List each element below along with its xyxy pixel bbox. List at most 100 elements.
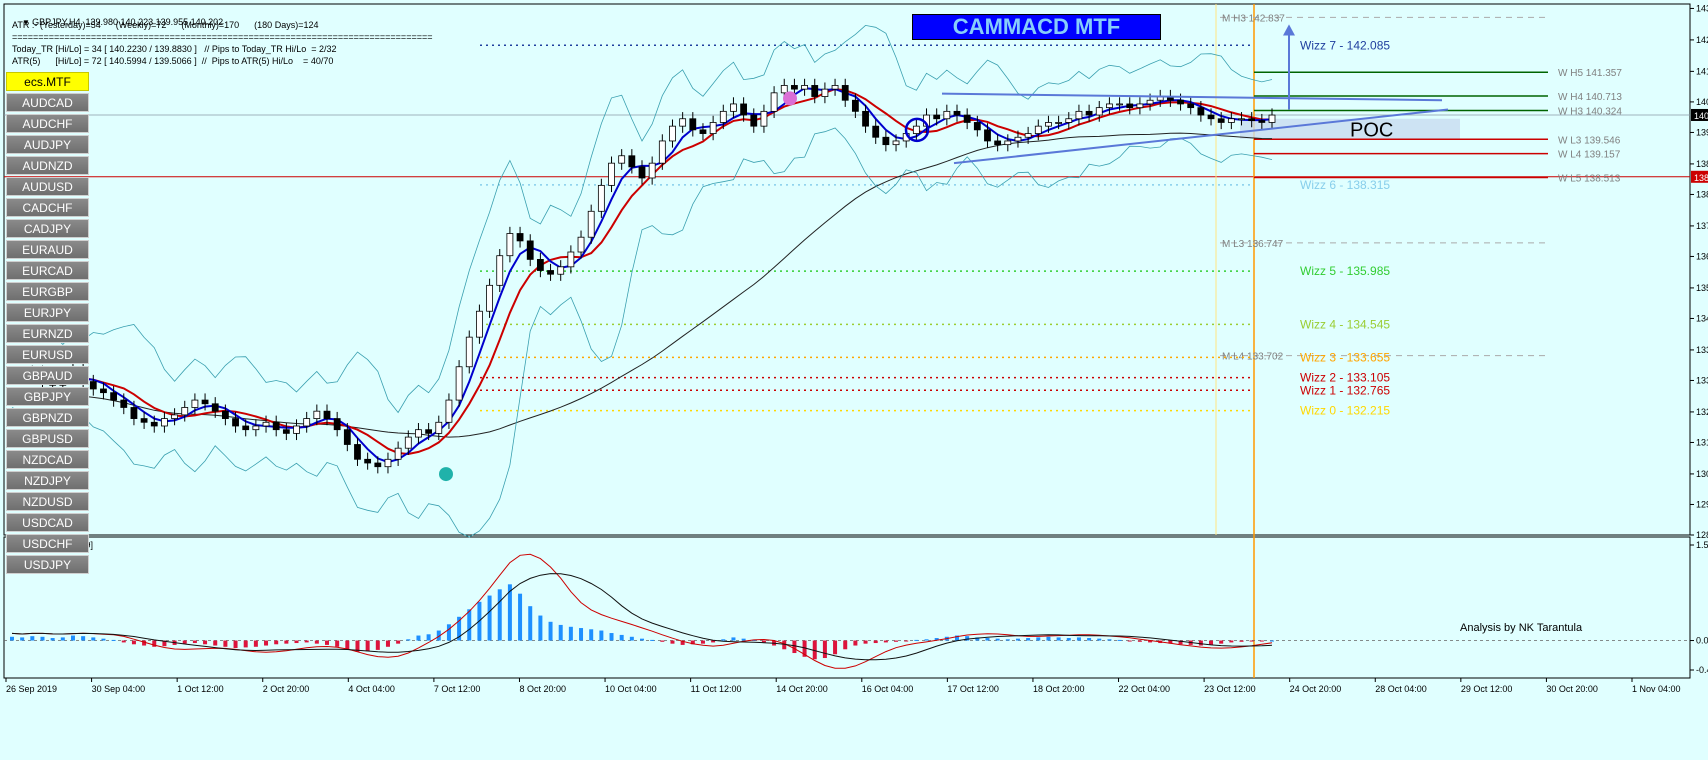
symbol-button-cadchf[interactable]: CADCHF	[6, 198, 89, 217]
candle-body	[486, 284, 493, 312]
collapse-triangle-icon[interactable]: ▼	[22, 18, 33, 27]
candle-body	[973, 122, 981, 131]
candle-body	[547, 270, 554, 275]
symbol-button-eurnzd[interactable]: EURNZD	[6, 324, 89, 343]
symbol-button-nzdjpy[interactable]: NZDJPY	[6, 471, 89, 490]
macd-histogram-bar	[904, 640, 909, 642]
candle-body	[597, 184, 605, 212]
candle-body	[912, 125, 920, 134]
candle-body	[171, 414, 178, 419]
candle-body	[638, 166, 646, 179]
symbol-button-ecs-mtf[interactable]: ecs.MTF	[6, 72, 89, 91]
macd-histogram-bar	[518, 593, 523, 641]
candle-body	[821, 88, 829, 97]
poc-zone	[1240, 118, 1460, 139]
xtick-label: 7 Oct 12:00	[434, 684, 481, 694]
macd-histogram-bar	[1168, 640, 1173, 644]
symbol-button-nzdcad[interactable]: NZDCAD	[6, 450, 89, 469]
candle-body	[536, 259, 544, 271]
symbol-button-nzdusd[interactable]: NZDUSD	[6, 492, 89, 511]
macd-signal-line	[11, 573, 1273, 661]
macd-histogram-bar	[1066, 638, 1071, 641]
candle-body	[1045, 122, 1052, 127]
macd-histogram-bar	[1178, 640, 1183, 645]
macd-histogram-bar	[1249, 640, 1254, 642]
candle-body	[740, 103, 748, 116]
wizz-level-label: Wizz 1 - 132.765	[1300, 383, 1390, 397]
macd-histogram-bar	[416, 635, 421, 641]
price-ytick-label: 134.705	[1696, 313, 1708, 323]
price-ytick-label: 135.530	[1696, 283, 1708, 293]
wizz-level-label: Wizz 2 - 133.105	[1300, 371, 1390, 385]
symbol-button-gbpjpy[interactable]: GBPJPY	[6, 387, 89, 406]
macd-histogram-bar	[1005, 639, 1010, 641]
candle-body	[750, 114, 758, 127]
candle-body	[425, 429, 433, 434]
candle-body	[862, 110, 869, 127]
symbol-ohlc-text: GBPJPY,H4 139.980 140.223 139.955 140.20…	[32, 17, 224, 27]
candle-body	[455, 366, 463, 401]
triangle-upper-trendline	[941, 92, 1443, 102]
candle-body	[1004, 140, 1012, 146]
symbol-button-usdcad[interactable]: USDCAD	[6, 513, 89, 532]
macd-histogram-bar	[314, 640, 319, 644]
candle-body	[1248, 118, 1256, 122]
candle-body	[760, 110, 768, 127]
upper-band-line	[11, 24, 1273, 414]
price-ytick-label: 138.055	[1696, 189, 1708, 199]
symbol-button-cadjpy[interactable]: CADJPY	[6, 219, 89, 238]
symbol-button-gbpnzd[interactable]: GBPNZD	[6, 408, 89, 427]
price-ytick-label: 139.730	[1696, 127, 1708, 137]
candle-body	[577, 236, 585, 253]
candle-body	[293, 425, 300, 434]
macd-histogram-bar	[457, 616, 462, 641]
blue-circle-marker	[904, 117, 930, 143]
macd-histogram-bar	[711, 640, 716, 643]
macd-histogram-bar	[152, 640, 157, 647]
symbol-button-eurgbp[interactable]: EURGBP	[6, 282, 89, 301]
symbol-button-usdchf[interactable]: USDCHF	[6, 534, 89, 553]
macd-histogram-bar	[192, 640, 197, 644]
symbol-button-audusd[interactable]: AUDUSD	[6, 177, 89, 196]
candle-body	[943, 110, 951, 120]
candle-body	[648, 162, 656, 179]
wizz-level-label: Wizz 6 - 138.315	[1300, 178, 1390, 192]
symbol-button-audjpy[interactable]: AUDJPY	[6, 135, 89, 154]
price-ytick-label: 140.555	[1696, 97, 1708, 107]
macd-histogram-bar	[548, 621, 553, 641]
pivot-level-label: M H3 142.837	[1222, 13, 1285, 24]
atr5-line: ATR(5) [Hi/Lo] = 72 [ 140.5994 / 139.506…	[12, 56, 334, 66]
candle-body	[1034, 125, 1042, 134]
macd-histogram-bar	[436, 630, 441, 641]
symbol-button-eurusd[interactable]: EURUSD	[6, 345, 89, 364]
candle-body	[831, 85, 839, 90]
candle-body	[496, 255, 504, 286]
candle-body	[994, 140, 1002, 146]
symbol-button-eurjpy[interactable]: EURJPY	[6, 303, 89, 322]
symbol-button-audchf[interactable]: AUDCHF	[6, 114, 89, 133]
macd-histogram-bar	[822, 640, 827, 659]
macd-histogram-bar	[812, 640, 817, 660]
symbol-button-usdjpy[interactable]: USDJPY	[6, 555, 89, 574]
candle-body	[506, 233, 514, 257]
candle-body	[933, 114, 941, 120]
target-arrow-head	[1283, 24, 1295, 36]
macd-histogram-bar	[751, 639, 756, 641]
symbol-button-audnzd[interactable]: AUDNZD	[6, 156, 89, 175]
xtick-label: 1 Nov 04:00	[1632, 684, 1681, 694]
teal-dot-marker	[439, 467, 453, 482]
xtick-label: 22 Oct 04:00	[1119, 684, 1171, 694]
candle-body	[232, 418, 239, 427]
candle-body	[394, 447, 402, 460]
macd-histogram-bar	[375, 640, 380, 650]
symbol-button-euraud[interactable]: EURAUD	[6, 240, 89, 259]
symbol-button-audcad[interactable]: AUDCAD	[6, 93, 89, 112]
xtick-label: 1 Oct 12:00	[177, 684, 224, 694]
symbol-button-gbpusd[interactable]: GBPUSD	[6, 429, 89, 448]
symbol-button-gbpaud[interactable]: GBPAUD	[6, 366, 89, 385]
symbol-button-eurcad[interactable]: EURCAD	[6, 261, 89, 280]
candle-body	[1146, 99, 1154, 105]
macd-histogram-bar	[1219, 640, 1224, 644]
candle-body	[567, 251, 575, 268]
